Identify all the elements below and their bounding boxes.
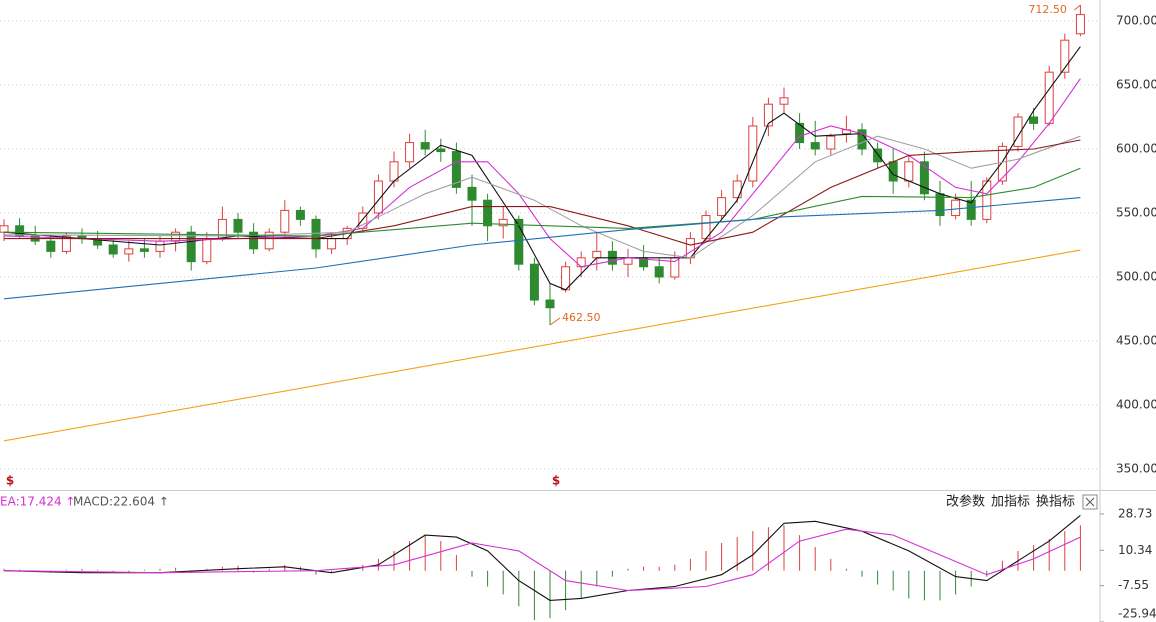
- candle-body: [249, 231, 259, 250]
- candle-body: [405, 142, 415, 163]
- candle-body: [202, 238, 212, 263]
- indicator-line: [3, 249, 1081, 442]
- candle-body: [810, 142, 820, 150]
- y-tick-label: 600.00: [1116, 141, 1156, 155]
- y-tick-label: 550.00: [1116, 205, 1156, 219]
- candle-body: [155, 240, 165, 252]
- candle-body: [46, 240, 56, 252]
- candle-body: [436, 148, 446, 153]
- candle-body: [826, 135, 836, 150]
- indicator-line: [3, 167, 1081, 237]
- candle-body: [966, 199, 976, 220]
- close-icon[interactable]: [1085, 497, 1095, 507]
- y-tick-label: 28.73: [1118, 506, 1152, 520]
- candle-body: [795, 122, 805, 144]
- indicator-line: [4, 139, 1081, 246]
- y-tick-label: -7.55: [1118, 578, 1149, 592]
- y-tick-label: 650.00: [1116, 77, 1156, 91]
- candle-body: [576, 257, 586, 268]
- annotation-label: 712.50: [1028, 3, 1067, 16]
- candle-body: [467, 186, 477, 201]
- candle-body: [108, 244, 118, 255]
- candle-body: [327, 238, 337, 250]
- candle-body: [483, 199, 493, 227]
- candle-body: [748, 125, 758, 182]
- y-tick-label: 350.00: [1116, 462, 1156, 476]
- candle-body: [171, 231, 181, 242]
- candle-body: [1029, 116, 1039, 124]
- candle-body: [61, 235, 71, 252]
- edit-params-button[interactable]: 改参数: [946, 494, 985, 510]
- indicator-line: [3, 514, 1081, 601]
- candle-body: [904, 161, 914, 182]
- candle-body: [420, 142, 430, 150]
- indicator-line: [3, 78, 1081, 268]
- candle-body: [139, 248, 149, 252]
- candle-body: [498, 218, 508, 227]
- add-indicator-button[interactable]: 加指标: [991, 495, 1030, 510]
- candle-body: [264, 231, 274, 250]
- candle-body: [451, 151, 461, 188]
- candle-body: [0, 225, 9, 233]
- macd-label: MACD:22.604 ↑: [73, 495, 169, 509]
- signal-marker: $: [6, 474, 14, 488]
- candle-body: [592, 250, 602, 259]
- y-tick-label: 500.00: [1116, 270, 1156, 284]
- dea-label: EA:17.424 ↑: [0, 495, 75, 509]
- candle-body: [763, 103, 773, 127]
- candle-body: [295, 209, 305, 220]
- candle-body: [670, 257, 680, 278]
- indicator-line: [3, 528, 1081, 592]
- annotation-arrow: [549, 317, 561, 326]
- candle-body: [233, 218, 243, 233]
- candle-body: [873, 148, 883, 163]
- switch-indicator-button[interactable]: 换指标: [1036, 495, 1075, 510]
- indicator-line: [3, 46, 1081, 291]
- candle-body: [1044, 71, 1054, 124]
- candle-body: [529, 263, 539, 301]
- annotation-arrow: [1074, 4, 1081, 11]
- candle-body: [373, 180, 383, 214]
- candle-body: [124, 248, 134, 255]
- y-tick-label: -25.94: [1118, 607, 1156, 621]
- y-tick-label: 450.00: [1116, 334, 1156, 348]
- candle-body: [779, 97, 789, 105]
- y-tick-label: 400.00: [1116, 398, 1156, 412]
- candle-body: [1013, 116, 1023, 147]
- indicator-line: [3, 197, 1081, 300]
- annotation-label: 462.50: [562, 311, 601, 324]
- candle-body: [951, 199, 961, 217]
- y-tick-label: 700.00: [1116, 13, 1156, 27]
- candle-body: [389, 161, 399, 182]
- candle-body: [1060, 39, 1070, 73]
- candle-body: [1075, 14, 1085, 35]
- close-button[interactable]: [1082, 494, 1098, 510]
- indicator-line: [3, 135, 1081, 259]
- candle-body: [919, 161, 929, 195]
- candle-body: [514, 218, 524, 265]
- candle-body: [654, 266, 664, 278]
- candle-body: [717, 197, 727, 217]
- candle-body: [186, 231, 196, 263]
- candle-body: [280, 209, 290, 233]
- candle-body: [311, 218, 321, 250]
- y-tick-label: 10.34: [1118, 543, 1152, 557]
- signal-marker: $: [552, 474, 560, 488]
- candle-body: [732, 180, 742, 199]
- candle-body: [997, 145, 1007, 182]
- candle-body: [982, 180, 992, 220]
- candle-body: [545, 299, 555, 309]
